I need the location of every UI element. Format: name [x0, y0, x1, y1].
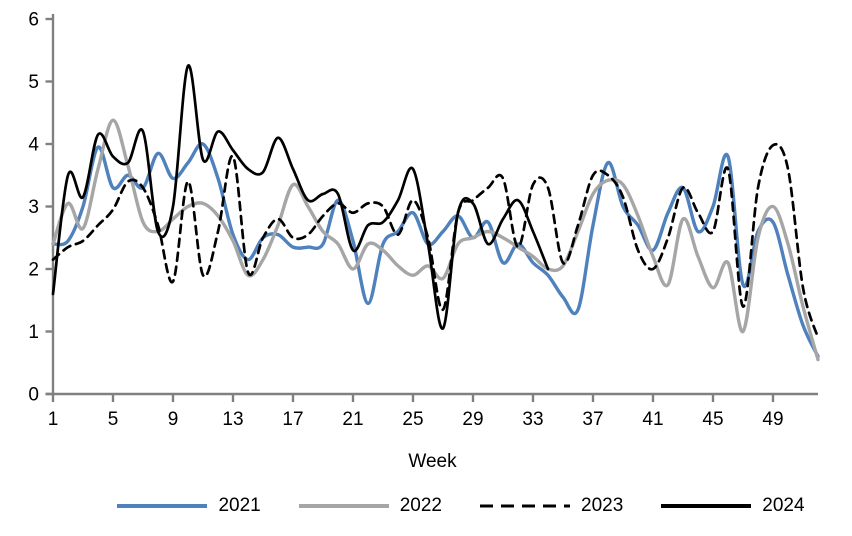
series-line-2023 — [51, 142, 820, 340]
legend-label-2023: 2023 — [581, 495, 624, 516]
legend-label-2024: 2024 — [762, 495, 805, 516]
x-tick-label: 1 — [48, 409, 59, 430]
x-tick-label: 17 — [282, 409, 303, 430]
x-tick-label: 49 — [762, 409, 783, 430]
x-tick-label: 37 — [582, 409, 603, 430]
x-tick-label: 5 — [108, 409, 119, 430]
y-tick-label: 2 — [28, 260, 39, 281]
legend-label-2022: 2022 — [399, 495, 442, 516]
legend-swatch-2023 — [480, 504, 570, 507]
y-tick-label: 5 — [28, 72, 39, 93]
y-tick-label: 4 — [28, 135, 39, 156]
series-line-2021 — [51, 142, 820, 359]
x-tick-label: 21 — [342, 409, 363, 430]
x-tick-label: 41 — [642, 409, 663, 430]
y-tick-label: 1 — [28, 322, 39, 343]
x-tick-label: 33 — [522, 409, 543, 430]
x-tick-label: 29 — [462, 409, 483, 430]
x-tick-label: 25 — [402, 409, 423, 430]
legend-swatch-2022 — [298, 503, 389, 508]
series-line-2024 — [51, 64, 550, 330]
y-tick-label: 3 — [28, 197, 39, 218]
x-tick-label: 45 — [702, 409, 723, 430]
legend-swatch-2021 — [117, 503, 208, 508]
y-tick-label: 0 — [28, 385, 39, 406]
x-axis-title: Week — [408, 451, 457, 472]
legend-item-2023: 2023 — [478, 496, 623, 515]
x-tick-label: 9 — [168, 409, 179, 430]
legend-item-2022: 2022 — [297, 496, 442, 515]
legend: 2021 2022 2023 2024 — [68, 496, 852, 515]
legend-item-2024: 2024 — [659, 495, 805, 516]
x-tick-label: 13 — [222, 409, 243, 430]
y-tick-label: 6 — [28, 10, 39, 31]
legend-label-2021: 2021 — [218, 495, 261, 516]
legend-swatch-2024 — [661, 503, 752, 508]
legend-item-2021: 2021 — [115, 495, 261, 516]
